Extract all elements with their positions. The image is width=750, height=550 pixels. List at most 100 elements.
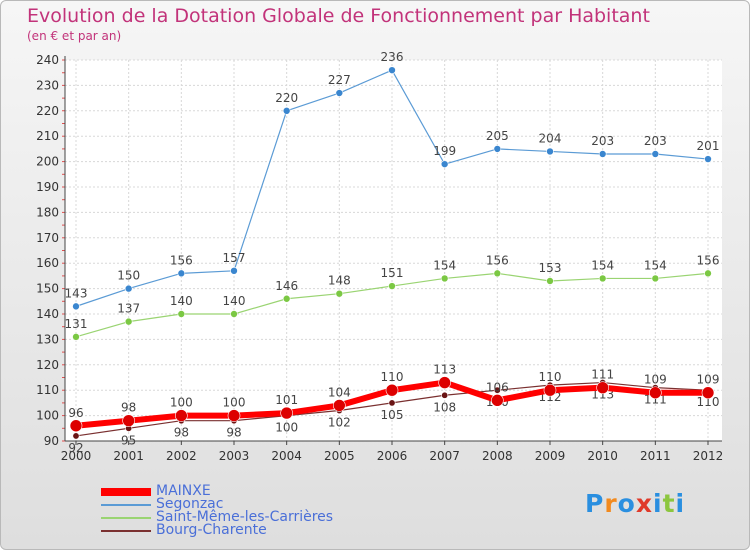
data-label-bourg-charente: 95: [121, 433, 136, 447]
data-point-mainxe: [491, 394, 504, 407]
data-point-segonzac: [440, 160, 449, 168]
data-label-segonzac: 156: [170, 253, 193, 267]
data-label-saint-m-me-les-carri-res: 140: [170, 294, 193, 308]
x-tick-label: 2010: [587, 449, 618, 463]
legend-swatch: [101, 517, 151, 519]
data-label-bourg-charente: 92: [68, 441, 83, 455]
data-label-saint-m-me-les-carri-res: 154: [644, 258, 667, 272]
data-point-mainxe: [438, 376, 451, 389]
data-point-segonzac: [230, 267, 238, 275]
data-point-saint-m-me-les-carri-res: [177, 310, 186, 318]
logo-letter: i: [675, 489, 686, 518]
y-tick-label: 230: [36, 78, 59, 92]
legend-swatch: [101, 504, 151, 506]
y-tick-label: 90: [44, 434, 59, 448]
x-tick-label: 2004: [271, 449, 302, 463]
logo-letter: t: [662, 489, 676, 518]
y-tick-label: 110: [36, 383, 59, 397]
data-label-segonzac: 203: [591, 134, 614, 148]
y-tick-label: 120: [36, 358, 59, 372]
data-point-saint-m-me-les-carri-res: [598, 274, 607, 283]
data-point-saint-m-me-les-carri-res: [651, 274, 660, 283]
legend-label: MAINXE: [156, 483, 211, 499]
data-label-segonzac: 157: [223, 251, 246, 265]
data-label-mainxe: 96: [68, 406, 83, 420]
data-label-saint-m-me-les-carri-res: 154: [433, 258, 456, 272]
data-label-bourg-charente: 100: [275, 421, 298, 435]
x-tick-label: 2006: [377, 449, 408, 463]
data-label-mainxe: 104: [328, 385, 351, 399]
data-point-segonzac: [651, 150, 660, 158]
chart-title: Evolution de la Dotation Globale de Fonc…: [27, 5, 650, 27]
data-label-segonzac: 199: [433, 144, 456, 158]
data-label-saint-m-me-les-carri-res: 156: [486, 253, 509, 267]
data-point-mainxe: [385, 383, 399, 397]
data-point-segonzac: [124, 284, 133, 293]
y-tick-label: 100: [36, 409, 59, 423]
data-point-saint-m-me-les-carri-res: [124, 317, 133, 326]
x-tick-label: 2011: [640, 449, 671, 463]
y-tick-label: 240: [36, 53, 59, 67]
x-tick-label: 2008: [482, 449, 513, 463]
x-tick-label: 2000: [61, 449, 92, 463]
data-label-segonzac: 204: [539, 131, 562, 145]
data-label-bourg-charente: 98: [174, 426, 189, 440]
data-label-segonzac: 143: [65, 286, 88, 300]
data-label-saint-m-me-les-carri-res: 131: [65, 317, 88, 331]
logo-letter: i: [653, 489, 663, 518]
x-tick-label: 2005: [324, 449, 355, 463]
x-tick-label: 2001: [113, 449, 144, 463]
data-point-saint-m-me-les-carri-res: [440, 274, 449, 283]
data-label-saint-m-me-les-carri-res: 154: [591, 258, 614, 272]
data-label-bourg-charente: 111: [644, 393, 667, 407]
logo-letter: o: [617, 489, 636, 518]
data-label-mainxe: 98: [121, 401, 136, 415]
data-label-mainxe: 110: [539, 370, 562, 384]
y-tick-label: 220: [36, 104, 59, 118]
y-tick-label: 150: [36, 282, 59, 296]
data-label-saint-m-me-les-carri-res: 151: [381, 266, 404, 280]
data-label-segonzac: 205: [486, 129, 509, 143]
y-tick-label: 190: [36, 180, 59, 194]
data-label-segonzac: 227: [328, 73, 351, 87]
data-label-bourg-charente: 102: [328, 416, 351, 430]
y-tick-label: 210: [36, 129, 59, 143]
data-point-mainxe: [333, 399, 346, 412]
data-point-bourg-charente: [72, 432, 80, 440]
legend-swatch: [101, 530, 151, 532]
data-point-bourg-charente: [493, 386, 501, 394]
data-point-segonzac: [493, 145, 502, 153]
data-label-mainxe: 100: [170, 396, 193, 410]
data-label-saint-m-me-les-carri-res: 153: [539, 261, 562, 275]
chart-subtitle: (en € et par an): [27, 29, 122, 43]
data-label-bourg-charente: 105: [381, 408, 404, 422]
x-tick-label: 2003: [219, 449, 250, 463]
y-tick-label: 200: [36, 155, 59, 169]
data-label-bourg-charente: 110: [697, 395, 720, 409]
data-label-saint-m-me-les-carri-res: 156: [697, 253, 720, 267]
logo-letter: r: [604, 489, 618, 518]
data-point-saint-m-me-les-carri-res: [282, 294, 291, 303]
data-label-mainxe: 110: [381, 370, 404, 384]
data-label-mainxe: 101: [275, 393, 298, 407]
y-tick-label: 130: [36, 332, 59, 346]
proxiti-logo: Proxiti: [585, 489, 685, 518]
data-label-bourg-charente: 108: [433, 400, 456, 414]
x-tick-label: 2007: [429, 449, 460, 463]
data-point-mainxe: [122, 414, 135, 427]
data-label-segonzac: 220: [275, 91, 298, 105]
data-point-segonzac: [598, 150, 607, 158]
data-label-segonzac: 201: [697, 139, 720, 153]
data-label-mainxe: 111: [591, 368, 614, 382]
logo-letter: P: [585, 489, 605, 518]
data-label-mainxe: 100: [223, 396, 246, 410]
data-point-segonzac: [546, 147, 554, 156]
plot-area: [65, 60, 722, 441]
logo-letter: x: [635, 489, 653, 518]
data-point-segonzac: [282, 107, 291, 115]
data-point-saint-m-me-les-carri-res: [335, 289, 344, 298]
x-tick-label: 2002: [166, 449, 197, 463]
data-point-saint-m-me-les-carri-res: [546, 277, 554, 285]
y-tick-label: 160: [36, 256, 59, 270]
